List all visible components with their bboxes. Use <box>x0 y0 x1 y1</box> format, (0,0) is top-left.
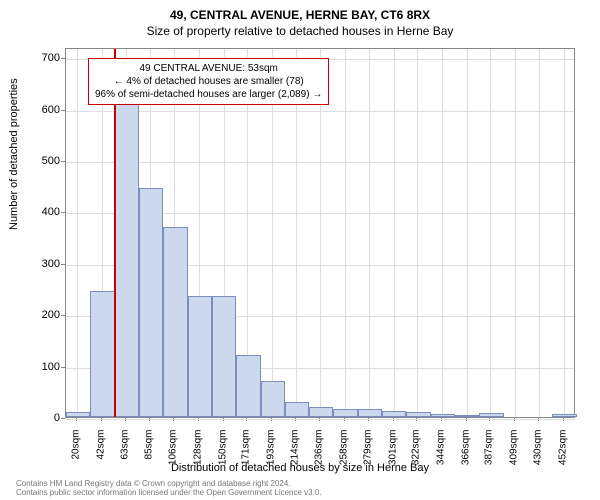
histogram-bar <box>309 407 333 417</box>
ytick-label: 300 <box>30 258 60 270</box>
annotation-line: ← 4% of detached houses are smaller (78) <box>95 75 322 88</box>
histogram-bar <box>163 227 187 417</box>
histogram-bar <box>479 413 503 417</box>
histogram-bar <box>333 409 357 417</box>
histogram-bar <box>115 98 139 417</box>
ytick-label: 600 <box>30 104 60 116</box>
chart-container: 49, CENTRAL AVENUE, HERNE BAY, CT6 8RX S… <box>0 0 600 500</box>
histogram-bar <box>358 409 382 417</box>
histogram-bar <box>285 402 309 417</box>
histogram-bar <box>552 414 576 417</box>
histogram-bar <box>188 296 212 417</box>
histogram-bar <box>455 415 479 417</box>
footer-attribution: Contains HM Land Registry data © Crown c… <box>16 479 322 498</box>
histogram-bar <box>382 411 406 417</box>
ytick-label: 100 <box>30 361 60 373</box>
title-main: 49, CENTRAL AVENUE, HERNE BAY, CT6 8RX <box>0 0 600 22</box>
histogram-bar <box>90 291 114 417</box>
footer-line-1: Contains HM Land Registry data © Crown c… <box>16 479 322 489</box>
ytick-label: 400 <box>30 206 60 218</box>
ytick-label: 500 <box>30 155 60 167</box>
histogram-bar <box>261 381 285 417</box>
annotation-line: 49 CENTRAL AVENUE: 53sqm <box>95 62 322 75</box>
histogram-bar <box>406 412 430 417</box>
ytick-label: 200 <box>30 309 60 321</box>
ytick-label: 700 <box>30 52 60 64</box>
annotation-line: 96% of semi-detached houses are larger (… <box>95 88 322 101</box>
footer-line-2: Contains public sector information licen… <box>16 488 322 498</box>
histogram-bar <box>431 414 455 417</box>
x-axis-label: Distribution of detached houses by size … <box>0 462 600 474</box>
histogram-bar <box>236 355 260 417</box>
histogram-bar <box>139 188 163 417</box>
histogram-bar <box>66 412 90 417</box>
ytick-label: 0 <box>30 412 60 424</box>
y-axis-label: Number of detached properties <box>8 78 20 230</box>
annotation-box: 49 CENTRAL AVENUE: 53sqm← 4% of detached… <box>88 58 329 105</box>
histogram-bar <box>212 296 236 417</box>
title-sub: Size of property relative to detached ho… <box>0 22 600 42</box>
